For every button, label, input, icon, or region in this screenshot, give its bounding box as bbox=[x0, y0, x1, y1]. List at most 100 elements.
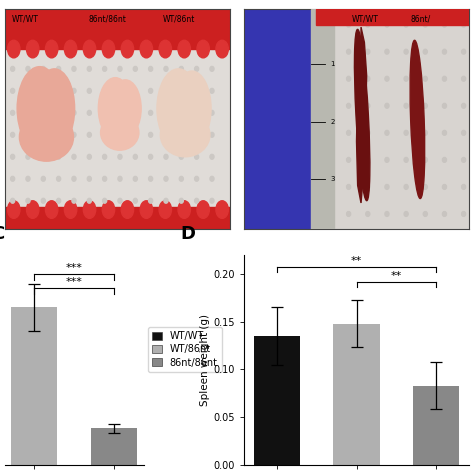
Ellipse shape bbox=[10, 66, 15, 71]
Ellipse shape bbox=[72, 89, 76, 93]
Ellipse shape bbox=[410, 40, 425, 199]
Ellipse shape bbox=[72, 66, 76, 71]
Ellipse shape bbox=[149, 198, 153, 203]
Ellipse shape bbox=[102, 40, 115, 58]
Ellipse shape bbox=[118, 198, 122, 203]
Ellipse shape bbox=[164, 110, 168, 115]
Ellipse shape bbox=[102, 176, 107, 181]
Ellipse shape bbox=[133, 198, 137, 203]
Bar bbox=[316, 9, 469, 229]
Ellipse shape bbox=[385, 130, 389, 135]
Ellipse shape bbox=[98, 78, 132, 139]
Ellipse shape bbox=[26, 176, 30, 181]
Ellipse shape bbox=[404, 49, 408, 54]
Ellipse shape bbox=[149, 66, 153, 71]
Ellipse shape bbox=[423, 103, 428, 108]
Ellipse shape bbox=[157, 69, 200, 148]
Ellipse shape bbox=[179, 66, 183, 71]
Ellipse shape bbox=[462, 157, 465, 162]
Ellipse shape bbox=[462, 130, 465, 135]
Ellipse shape bbox=[64, 201, 77, 219]
Ellipse shape bbox=[56, 155, 61, 159]
Bar bbox=[413, 385, 459, 465]
Text: **: ** bbox=[391, 271, 402, 281]
Ellipse shape bbox=[404, 184, 408, 189]
Ellipse shape bbox=[442, 49, 447, 54]
Ellipse shape bbox=[423, 157, 428, 162]
Ellipse shape bbox=[118, 89, 122, 93]
Ellipse shape bbox=[173, 71, 211, 146]
Ellipse shape bbox=[442, 76, 447, 81]
Ellipse shape bbox=[385, 76, 389, 81]
Ellipse shape bbox=[64, 40, 77, 58]
Bar bbox=[311, 9, 334, 229]
Ellipse shape bbox=[366, 76, 370, 81]
Ellipse shape bbox=[197, 201, 210, 219]
Ellipse shape bbox=[10, 110, 15, 115]
Ellipse shape bbox=[27, 40, 39, 58]
Bar bbox=[91, 428, 137, 465]
Ellipse shape bbox=[100, 115, 139, 150]
Text: WT/WT: WT/WT bbox=[11, 15, 38, 24]
Ellipse shape bbox=[56, 132, 61, 137]
Ellipse shape bbox=[102, 132, 107, 137]
Ellipse shape bbox=[210, 155, 214, 159]
Ellipse shape bbox=[179, 198, 183, 203]
Ellipse shape bbox=[346, 184, 351, 189]
Ellipse shape bbox=[366, 211, 370, 217]
Y-axis label: Spleen weight (g): Spleen weight (g) bbox=[201, 314, 210, 406]
Ellipse shape bbox=[87, 155, 91, 159]
Ellipse shape bbox=[41, 198, 46, 203]
Ellipse shape bbox=[385, 49, 389, 54]
Ellipse shape bbox=[8, 201, 20, 219]
Ellipse shape bbox=[328, 103, 331, 108]
Ellipse shape bbox=[328, 76, 331, 81]
Ellipse shape bbox=[385, 22, 389, 27]
Bar bbox=[334, 324, 380, 465]
Ellipse shape bbox=[462, 22, 465, 27]
Ellipse shape bbox=[26, 66, 30, 71]
Ellipse shape bbox=[140, 40, 153, 58]
Ellipse shape bbox=[27, 201, 39, 219]
Ellipse shape bbox=[195, 66, 199, 71]
Ellipse shape bbox=[210, 110, 214, 115]
Ellipse shape bbox=[87, 198, 91, 203]
Ellipse shape bbox=[346, 130, 351, 135]
Ellipse shape bbox=[87, 66, 91, 71]
Ellipse shape bbox=[179, 132, 183, 137]
Ellipse shape bbox=[179, 89, 183, 93]
Bar bbox=[316, 9, 469, 25]
Ellipse shape bbox=[56, 89, 61, 93]
Ellipse shape bbox=[210, 198, 214, 203]
Ellipse shape bbox=[149, 110, 153, 115]
Text: ***: *** bbox=[66, 263, 82, 273]
Text: 2: 2 bbox=[330, 118, 335, 125]
Text: ***: *** bbox=[66, 277, 82, 287]
Ellipse shape bbox=[404, 211, 408, 217]
Ellipse shape bbox=[160, 113, 210, 157]
Ellipse shape bbox=[462, 76, 465, 81]
Ellipse shape bbox=[328, 49, 331, 54]
Ellipse shape bbox=[102, 198, 107, 203]
Ellipse shape bbox=[404, 130, 408, 135]
Ellipse shape bbox=[72, 132, 76, 137]
Ellipse shape bbox=[159, 201, 172, 219]
Ellipse shape bbox=[366, 130, 370, 135]
Ellipse shape bbox=[102, 201, 115, 219]
Bar bbox=[5, 38, 230, 219]
Ellipse shape bbox=[195, 176, 199, 181]
Ellipse shape bbox=[442, 103, 447, 108]
Ellipse shape bbox=[423, 130, 428, 135]
Ellipse shape bbox=[41, 89, 46, 93]
Ellipse shape bbox=[149, 155, 153, 159]
Ellipse shape bbox=[72, 198, 76, 203]
Ellipse shape bbox=[346, 76, 351, 81]
Ellipse shape bbox=[328, 130, 331, 135]
Ellipse shape bbox=[178, 40, 191, 58]
Ellipse shape bbox=[10, 198, 15, 203]
Ellipse shape bbox=[462, 211, 465, 217]
Ellipse shape bbox=[462, 103, 465, 108]
Ellipse shape bbox=[442, 184, 447, 189]
Ellipse shape bbox=[197, 40, 210, 58]
Ellipse shape bbox=[442, 22, 447, 27]
